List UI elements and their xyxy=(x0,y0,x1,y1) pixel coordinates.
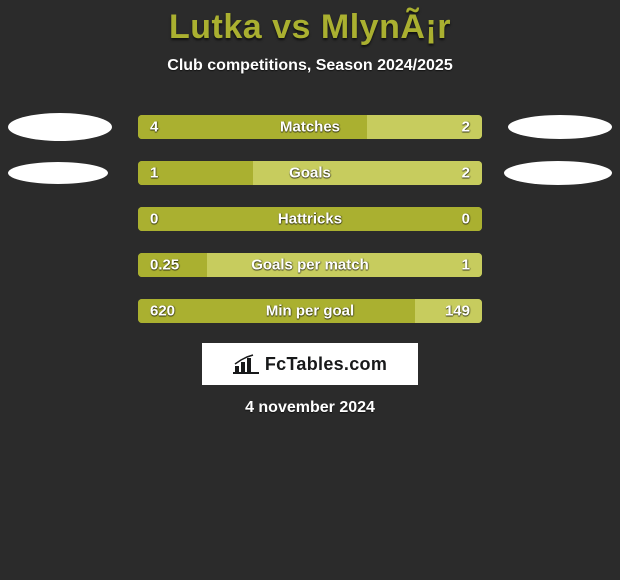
stat-value-right: 2 xyxy=(462,119,470,136)
stat-bar: 12Goals xyxy=(138,161,482,185)
bar-chart-icon xyxy=(233,354,259,374)
stat-value-right: 0 xyxy=(462,211,470,228)
stat-bar: 00Hattricks xyxy=(138,207,482,231)
player-ellipse-left xyxy=(8,113,112,141)
stat-bar-right xyxy=(253,161,482,185)
stat-value-right: 2 xyxy=(462,165,470,182)
stat-value-left: 0.25 xyxy=(150,257,179,274)
brand-badge: FcTables.com xyxy=(202,343,418,385)
stat-bar-left xyxy=(138,207,482,231)
player-ellipse-left xyxy=(8,162,108,184)
player-ellipse-right xyxy=(508,115,612,139)
stat-row: 00Hattricks xyxy=(0,205,620,233)
stat-value-left: 620 xyxy=(150,303,175,320)
brand-text: FcTables.com xyxy=(265,354,387,375)
stat-bar-left xyxy=(138,115,367,139)
player-ellipse-right xyxy=(504,161,612,185)
page-title: Lutka vs MlynÃ¡r xyxy=(0,0,620,47)
subtitle: Club competitions, Season 2024/2025 xyxy=(0,57,620,75)
stat-value-left: 4 xyxy=(150,119,158,136)
stat-bar: 42Matches xyxy=(138,115,482,139)
stat-bar: 620149Min per goal xyxy=(138,299,482,323)
stat-bar: 0.251Goals per match xyxy=(138,253,482,277)
stat-row: 620149Min per goal xyxy=(0,297,620,325)
stat-bar-left xyxy=(138,299,415,323)
stat-value-right: 1 xyxy=(462,257,470,274)
stat-row: 42Matches xyxy=(0,113,620,141)
date-text: 4 november 2024 xyxy=(0,399,620,417)
stat-row: 12Goals xyxy=(0,159,620,187)
comparison-infographic: Lutka vs MlynÃ¡r Club competitions, Seas… xyxy=(0,0,620,580)
stats-container: 42Matches12Goals00Hattricks0.251Goals pe… xyxy=(0,113,620,325)
stat-value-right: 149 xyxy=(445,303,470,320)
stat-value-left: 0 xyxy=(150,211,158,228)
stat-bar-right xyxy=(207,253,482,277)
stat-value-left: 1 xyxy=(150,165,158,182)
stat-row: 0.251Goals per match xyxy=(0,251,620,279)
